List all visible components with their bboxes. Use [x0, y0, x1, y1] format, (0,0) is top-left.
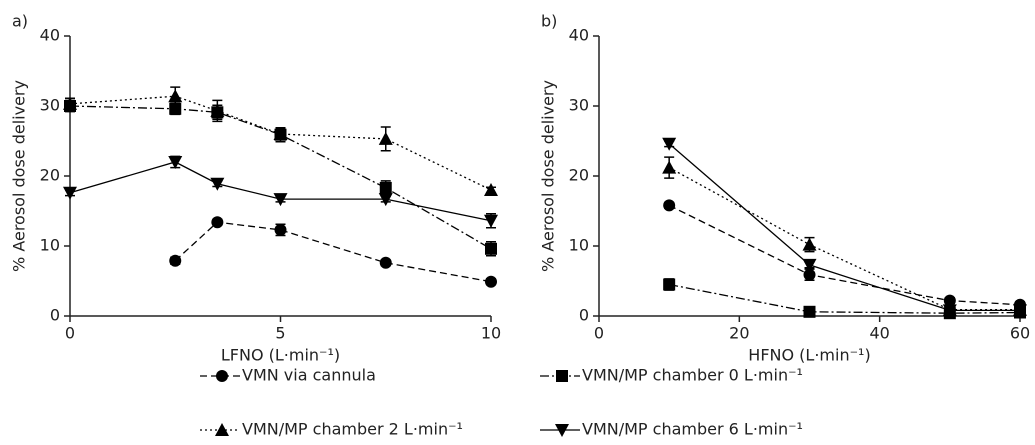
x-axis-label: HFNO (L·min⁻¹)	[748, 346, 870, 365]
marker	[662, 137, 677, 151]
marker	[168, 89, 183, 103]
y-axis-label: % Aerosol dose delivery	[10, 80, 29, 272]
y-tick-label: 0	[50, 306, 60, 325]
marker	[63, 96, 77, 110]
series-line	[174, 221, 492, 283]
legend-marker	[556, 370, 568, 382]
legend-label: VMN/MP chamber 2 L·min⁻¹	[242, 420, 463, 439]
series-line	[69, 161, 492, 222]
y-axis-label: % Aerosol dose delivery	[539, 80, 558, 272]
y-tick-label: 30	[40, 96, 60, 115]
legend-marker	[215, 423, 229, 436]
x-tick-label: 0	[65, 324, 75, 343]
marker	[379, 256, 392, 269]
y-tick-label: 10	[569, 236, 589, 255]
y-tick-label: 10	[40, 236, 60, 255]
legend-marker	[216, 370, 228, 382]
y-tick-label: 0	[579, 306, 589, 325]
marker	[210, 103, 225, 117]
marker	[378, 131, 393, 145]
x-tick-label: 40	[869, 324, 889, 343]
marker	[943, 294, 956, 307]
marker	[63, 186, 77, 200]
y-tick-label: 40	[569, 26, 589, 45]
marker	[1013, 304, 1027, 318]
y-tick-label: 40	[40, 26, 60, 45]
marker	[802, 258, 817, 272]
legend-marker	[555, 424, 569, 437]
legend-label: VMN/MP chamber 6 L·min⁻¹	[582, 420, 803, 439]
marker	[274, 223, 287, 236]
x-axis-label: LFNO (L·min⁻¹)	[221, 346, 340, 365]
x-tick-label: 60	[1010, 324, 1030, 343]
legend-label: VMN/MP chamber 0 L·min⁻¹	[582, 366, 803, 385]
series-line	[69, 95, 492, 191]
y-tick-label: 20	[569, 166, 589, 185]
legend-label: VMN via cannula	[242, 366, 376, 385]
series-line	[669, 283, 1021, 314]
marker	[273, 127, 288, 140]
marker	[803, 268, 816, 281]
marker	[211, 216, 224, 229]
marker	[168, 156, 183, 169]
series-line	[668, 143, 1020, 312]
y-tick-label: 30	[569, 96, 589, 115]
marker	[802, 237, 817, 251]
y-tick-label: 20	[40, 166, 60, 185]
marker	[210, 177, 225, 191]
marker	[663, 278, 676, 291]
marker	[942, 304, 957, 318]
series-line	[69, 105, 492, 250]
panel-label: b)	[541, 12, 557, 31]
marker	[484, 183, 498, 196]
x-tick-label: 10	[481, 324, 501, 343]
x-tick-label: 5	[275, 324, 285, 343]
marker	[273, 193, 288, 207]
marker	[169, 254, 182, 267]
marker	[803, 305, 816, 318]
marker	[484, 214, 498, 228]
marker	[485, 242, 497, 255]
marker	[379, 181, 392, 194]
marker	[663, 199, 676, 212]
marker	[485, 275, 497, 288]
series-line	[668, 204, 1021, 306]
marker	[378, 193, 393, 207]
marker	[662, 160, 677, 174]
panel-label: a)	[12, 12, 28, 31]
x-tick-label: 0	[594, 324, 604, 343]
series-line	[668, 167, 1020, 311]
x-tick-label: 20	[729, 324, 749, 343]
